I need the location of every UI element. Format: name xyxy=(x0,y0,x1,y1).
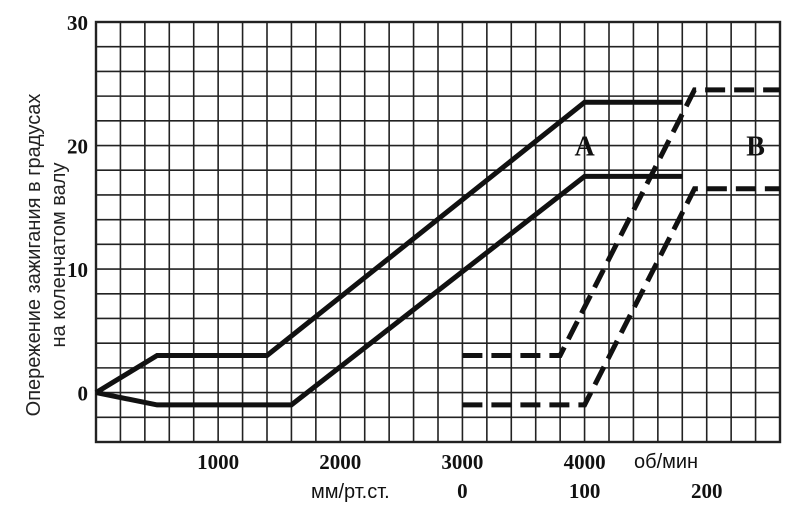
dashed-curve-4 xyxy=(462,186,780,408)
x-tick-label-vacuum: 100 xyxy=(569,479,601,503)
x-tick-label-vacuum: 200 xyxy=(691,479,723,503)
x-tick-label-rpm: 3000 xyxy=(441,450,483,474)
y-tick-label: 10 xyxy=(67,258,88,282)
plot-frame xyxy=(94,20,782,444)
curve-label-a: A xyxy=(574,132,595,163)
grid xyxy=(94,20,782,444)
x-tick-label-rpm: 1000 xyxy=(197,450,239,474)
y-axis-label-line-1: Опережение зажигания в градусах xyxy=(23,94,45,417)
y-axis-label-line-2: на коленчатом валу xyxy=(48,163,70,348)
dashed-curve-3 xyxy=(462,87,780,358)
x-axis-unit-vacuum: мм/рт.ст. xyxy=(311,481,390,503)
y-tick-label: 0 xyxy=(78,382,89,406)
x-axis-unit-rpm: об/мин xyxy=(634,451,698,473)
series-group xyxy=(94,87,780,408)
y-tick-label: 20 xyxy=(67,135,88,159)
x-tick-label-rpm: 2000 xyxy=(319,450,361,474)
x-tick-label-rpm: 4000 xyxy=(564,450,606,474)
solid-curve-2 xyxy=(95,173,683,408)
y-tick-label: 30 xyxy=(67,11,88,35)
solid-curve-1 xyxy=(94,99,683,395)
tick-labels: 0 10 20 30 1000 2000 3000 4000 0 100 200 xyxy=(67,11,722,503)
curve-label-b: B xyxy=(746,132,765,163)
x-tick-label-vacuum: 0 xyxy=(457,479,468,503)
